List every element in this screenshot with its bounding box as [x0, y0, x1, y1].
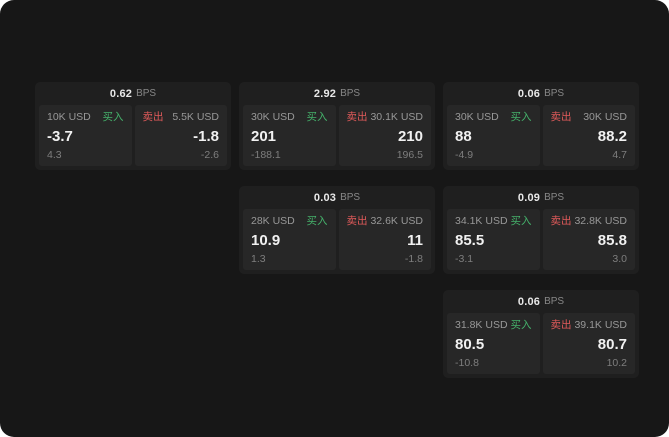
card-body: 10K USD 买入 -3.7 4.3 卖出 5.5K USD -1.8 -2.… [35, 105, 231, 170]
buy-delta: -4.9 [455, 149, 474, 161]
sell-price: 210 [397, 127, 423, 145]
buy-panel[interactable]: 31.8K USD 买入 80.5 -10.8 [447, 313, 540, 374]
sell-price: 88.2 [597, 127, 627, 145]
sell-delta: 196.5 [396, 149, 423, 161]
card-body: 30K USD 买入 88 -4.9 卖出 30K USD 88.2 4.7 [443, 105, 639, 170]
buy-panel[interactable]: 30K USD 买入 88 -4.9 [447, 105, 540, 166]
buy-panel[interactable]: 30K USD 买入 201 -188.1 [243, 105, 336, 166]
sell-label: 卖出 [142, 111, 164, 123]
card-header: 0.09 BPS [443, 186, 639, 209]
buy-label: 买入 [510, 215, 532, 227]
bps-unit-label: BPS [340, 192, 361, 203]
buy-price: 10.9 [251, 231, 281, 249]
buy-price: -3.7 [47, 127, 73, 145]
sell-label: 卖出 [550, 215, 572, 227]
buy-delta: -188.1 [251, 149, 281, 161]
sell-price: 11 [407, 231, 423, 249]
quote-card-grid: 0.62 BPS 10K USD 买入 -3.7 4.3 卖出 5.5K USD [35, 82, 639, 378]
card-header: 0.06 BPS [443, 290, 639, 313]
sell-label: 卖出 [550, 319, 572, 331]
sell-price: -1.8 [193, 127, 219, 145]
bps-unit-label: BPS [544, 192, 565, 203]
bps-value: 0.03 [313, 191, 337, 204]
bps-value: 0.09 [517, 191, 541, 204]
card-header: 2.92 BPS [239, 82, 435, 105]
quote-card: 2.92 BPS 30K USD 买入 201 -188.1 卖出 30.1K … [239, 82, 435, 170]
buy-delta: 4.3 [47, 149, 62, 161]
buy-size: 30K USD [251, 111, 295, 123]
sell-panel[interactable]: 卖出 30.1K USD 210 196.5 [338, 105, 431, 166]
bps-value: 2.92 [313, 87, 337, 100]
sell-panel[interactable]: 卖出 39.1K USD 80.7 10.2 [542, 313, 635, 374]
bps-unit-label: BPS [544, 88, 565, 99]
sell-panel[interactable]: 卖出 32.8K USD 85.8 3.0 [542, 209, 635, 270]
buy-delta: 1.3 [251, 253, 266, 265]
buy-price: 85.5 [455, 231, 485, 249]
buy-panel[interactable]: 34.1K USD 买入 85.5 -3.1 [447, 209, 540, 270]
sell-size: 39.1K USD [574, 319, 627, 331]
bps-value: 0.06 [517, 87, 541, 100]
card-body: 34.1K USD 买入 85.5 -3.1 卖出 32.8K USD 85.8… [443, 209, 639, 274]
card-body: 30K USD 买入 201 -188.1 卖出 30.1K USD 210 1… [239, 105, 435, 170]
sell-size: 5.5K USD [172, 111, 219, 123]
sell-size: 30.1K USD [370, 111, 423, 123]
buy-price: 88 [455, 127, 472, 145]
buy-size: 31.8K USD [455, 319, 508, 331]
sell-label: 卖出 [346, 111, 368, 123]
buy-price: 201 [251, 127, 277, 145]
sell-price: 80.7 [597, 335, 627, 353]
buy-size: 28K USD [251, 215, 295, 227]
sell-size: 32.8K USD [574, 215, 627, 227]
quote-card: 0.03 BPS 28K USD 买入 10.9 1.3 卖出 32.6K US… [239, 186, 435, 274]
sell-delta: -1.8 [404, 253, 423, 265]
buy-price: 80.5 [455, 335, 485, 353]
bps-unit-label: BPS [544, 296, 565, 307]
quote-card: 0.06 BPS 30K USD 买入 88 -4.9 卖出 30K USD [443, 82, 639, 170]
sell-size: 30K USD [583, 111, 627, 123]
quote-card: 0.09 BPS 34.1K USD 买入 85.5 -3.1 卖出 32.8K… [443, 186, 639, 274]
sell-delta: 3.0 [612, 253, 627, 265]
card-body: 28K USD 买入 10.9 1.3 卖出 32.6K USD 11 -1.8 [239, 209, 435, 274]
buy-label: 买入 [306, 111, 328, 123]
buy-label: 买入 [306, 215, 328, 227]
card-header: 0.03 BPS [239, 186, 435, 209]
card-header: 0.06 BPS [443, 82, 639, 105]
bps-unit-label: BPS [340, 88, 361, 99]
sell-panel[interactable]: 卖出 30K USD 88.2 4.7 [542, 105, 635, 166]
buy-size: 10K USD [47, 111, 91, 123]
buy-label: 买入 [102, 111, 124, 123]
bps-unit-label: BPS [136, 88, 157, 99]
sell-price: 85.8 [597, 231, 627, 249]
buy-size: 30K USD [455, 111, 499, 123]
sell-panel[interactable]: 卖出 5.5K USD -1.8 -2.6 [134, 105, 227, 166]
sell-delta: -2.6 [200, 149, 219, 161]
sell-panel[interactable]: 卖出 32.6K USD 11 -1.8 [338, 209, 431, 270]
quote-card: 0.62 BPS 10K USD 买入 -3.7 4.3 卖出 5.5K USD [35, 82, 231, 170]
bps-value: 0.06 [517, 295, 541, 308]
sell-size: 32.6K USD [370, 215, 423, 227]
sell-label: 卖出 [346, 215, 368, 227]
quote-card: 0.06 BPS 31.8K USD 买入 80.5 -10.8 卖出 39.1… [443, 290, 639, 378]
card-body: 31.8K USD 买入 80.5 -10.8 卖出 39.1K USD 80.… [443, 313, 639, 378]
sell-label: 卖出 [550, 111, 572, 123]
bps-value: 0.62 [109, 87, 133, 100]
buy-panel[interactable]: 28K USD 买入 10.9 1.3 [243, 209, 336, 270]
buy-label: 买入 [510, 111, 532, 123]
sell-delta: 4.7 [612, 149, 627, 161]
buy-size: 34.1K USD [455, 215, 508, 227]
buy-label: 买入 [510, 319, 532, 331]
sell-delta: 10.2 [606, 357, 627, 369]
buy-panel[interactable]: 10K USD 买入 -3.7 4.3 [39, 105, 132, 166]
buy-delta: -3.1 [455, 253, 474, 265]
card-header: 0.62 BPS [35, 82, 231, 105]
buy-delta: -10.8 [455, 357, 479, 369]
